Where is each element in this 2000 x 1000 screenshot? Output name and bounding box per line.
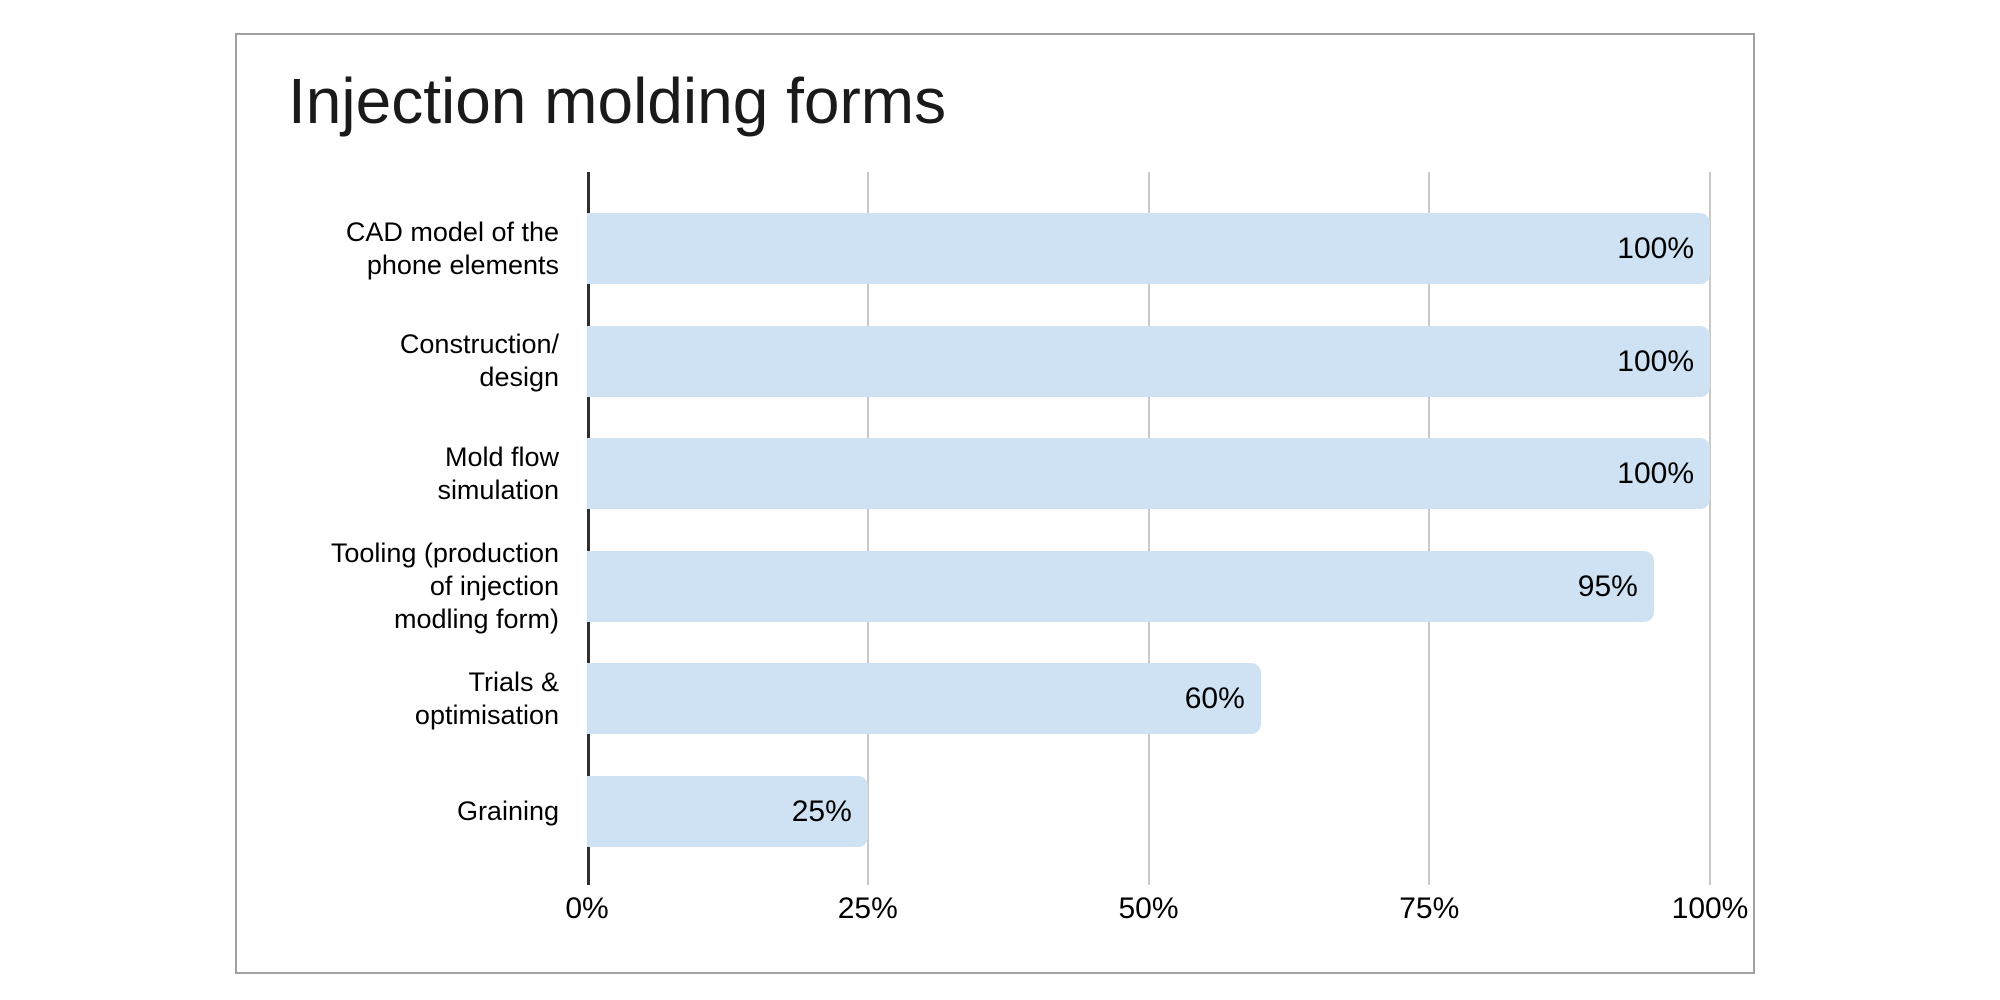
y-axis-line (587, 172, 590, 885)
category-label-line: of injection (429, 570, 559, 601)
bar-value-label: 100% (1617, 344, 1694, 378)
bar-row-3: 95% (587, 550, 1654, 622)
x-axis-tick-labels: 0% 25% 50% 75% 100% (565, 891, 1748, 931)
chart-container: Injection molding forms CAD model of the… (235, 33, 1755, 974)
category-label-line: modling form) (393, 603, 559, 634)
bar-row-4: 60% (587, 663, 1261, 734)
category-label-5: Graining (237, 776, 559, 847)
gridline-25 (866, 172, 869, 885)
gridline-100 (1709, 172, 1711, 885)
category-label-line: phone elements (366, 249, 559, 280)
gridline-50 (1147, 172, 1150, 885)
bar-row-2: 100% (587, 438, 1710, 509)
category-label-line: Trials & (468, 666, 559, 697)
category-label-1: Construction/design (237, 326, 559, 397)
category-label-line: CAD model of the (345, 216, 559, 247)
bar-value-label: 100% (1617, 457, 1694, 490)
bar-value-label: 25% (791, 794, 852, 828)
bar-row-0: 100% (587, 213, 1710, 284)
x-tick-label-50: 50% (1118, 892, 1179, 925)
category-label-0: CAD model of the phone elements (237, 213, 559, 284)
plot-area: 100% 100% 100% 95% 60% 25% (587, 172, 1711, 885)
category-label-line: optimisation (414, 699, 559, 730)
category-label-3: Tooling (production of injection modling f… (237, 538, 559, 634)
category-label-line: Tooling (production (330, 537, 559, 568)
x-tick-label-0: 0% (565, 892, 609, 925)
category-label-4: Trials & optimisation (237, 663, 559, 734)
bar-value-label: 100% (1617, 232, 1694, 265)
bar-value-label: 60% (1184, 682, 1245, 715)
chart-title: Injection molding forms (288, 65, 947, 137)
x-tick-label-75: 75% (1399, 892, 1460, 925)
gridline-75 (1428, 172, 1431, 885)
category-label-line: Graining (456, 795, 559, 826)
category-label-line: Mold flow (444, 441, 559, 472)
category-label-line: Construction/ (399, 329, 559, 359)
category-label-line: design (479, 362, 559, 392)
bar-row-5: 25% (587, 775, 868, 847)
x-tick-label-25: 25% (837, 892, 898, 925)
category-label-2: Mold flow simulation (237, 438, 559, 509)
category-axis: CAD model of the phone elements Constructi… (237, 172, 559, 885)
bar-row-1: 100% (587, 325, 1710, 397)
x-tick-label-100: 100% (1671, 892, 1749, 925)
category-label-line: simulation (437, 474, 559, 505)
bar-value-label: 95% (1577, 569, 1638, 603)
